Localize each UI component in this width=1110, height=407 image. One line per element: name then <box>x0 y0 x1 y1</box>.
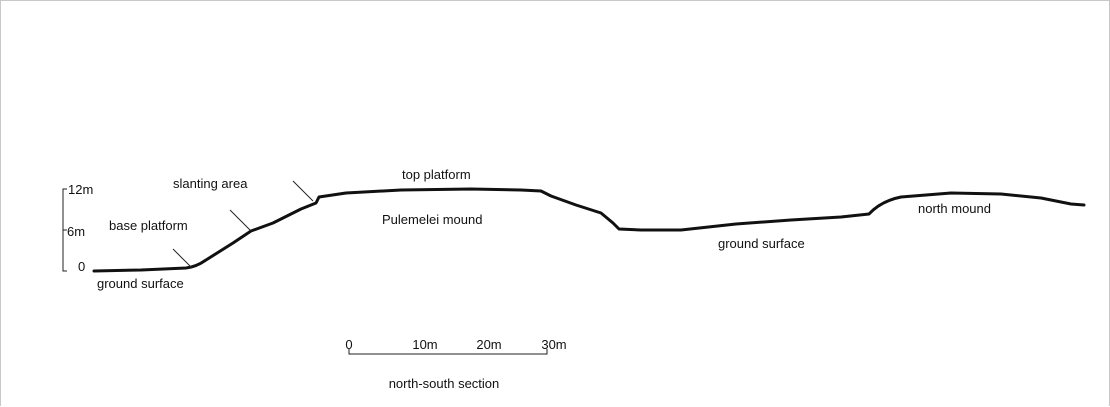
horizontal-scale-caption: north-south section <box>389 376 500 391</box>
vertical-scale: 12m 6m 0 <box>62 182 93 274</box>
vertical-scale-label-bottom: 0 <box>78 259 85 274</box>
horizontal-scale-tick-20m: 20m <box>476 337 501 352</box>
label-north-mound: north mound <box>918 201 991 216</box>
leader-line-slanting-area <box>229 209 251 231</box>
label-slanting-area: slanting area <box>173 176 248 191</box>
horizontal-scale-bar <box>348 349 548 355</box>
horizontal-scale-tick-30m: 30m <box>541 337 566 352</box>
leader-line-upper <box>292 180 314 202</box>
terrain-profile-line <box>92 187 1086 273</box>
label-pulemelei-mound: Pulemelei mound <box>382 212 482 227</box>
label-base-platform: base platform <box>109 218 188 233</box>
vertical-scale-label-middle: 6m <box>67 224 85 239</box>
leader-line-base-platform <box>172 248 193 269</box>
label-top-platform: top platform <box>402 167 471 182</box>
label-ground-surface-left: ground surface <box>97 276 184 291</box>
horizontal-scale-tick-0: 0 <box>345 337 352 352</box>
vertical-scale-label-top: 12m <box>68 182 93 197</box>
horizontal-scale: 0 10m 20m 30m north-south section <box>345 337 566 391</box>
label-ground-surface-right: ground surface <box>718 236 805 251</box>
horizontal-scale-tick-10m: 10m <box>412 337 437 352</box>
